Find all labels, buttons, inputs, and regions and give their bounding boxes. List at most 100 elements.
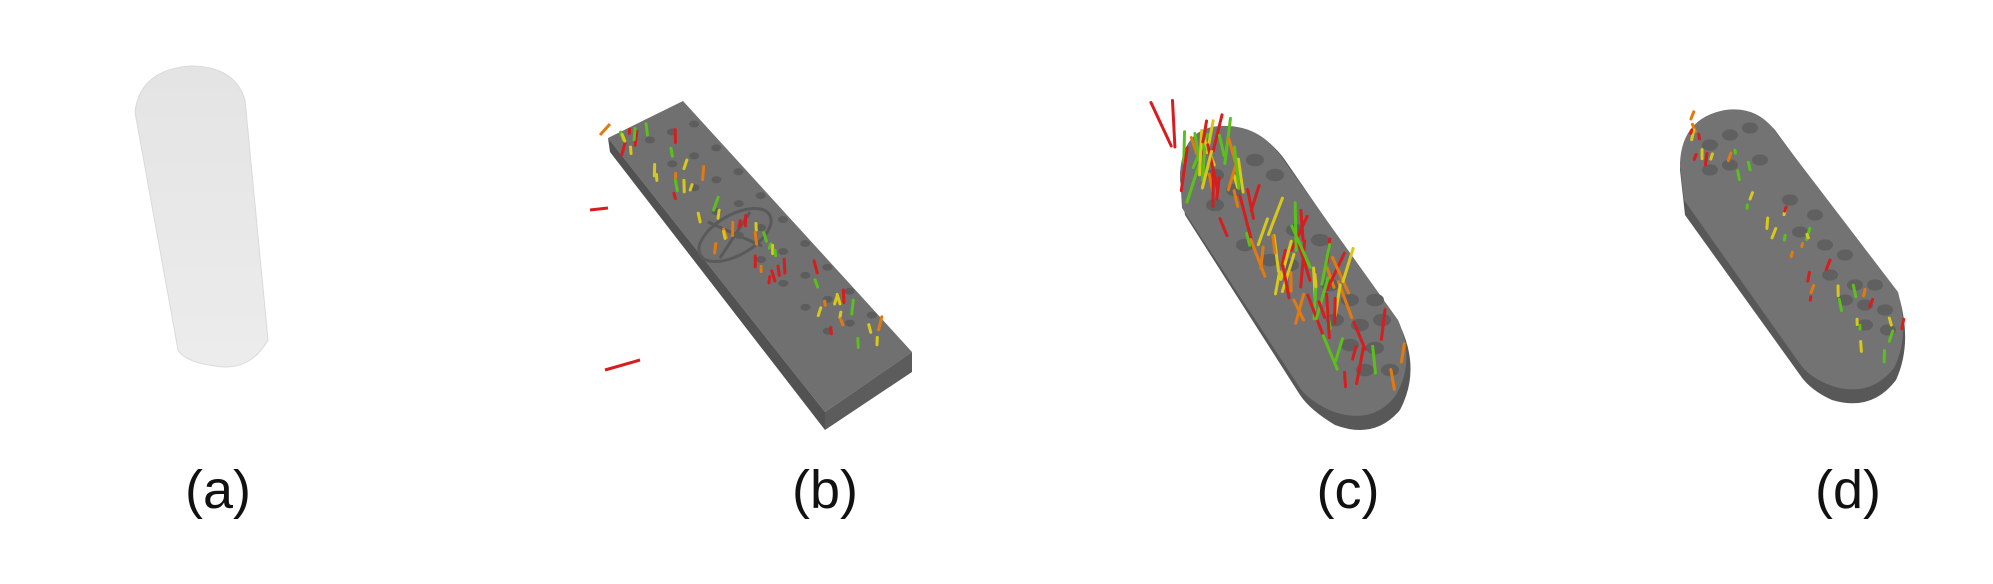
vector-stick [600, 124, 610, 135]
panel-b-label: (b) [745, 458, 905, 522]
vector-stick [1705, 153, 1707, 164]
vector-stick [1711, 154, 1713, 159]
button-dot [800, 240, 810, 247]
button-dot [845, 288, 855, 295]
vector-stick [840, 312, 841, 317]
vector-stick [778, 266, 779, 275]
vector-stick [715, 243, 716, 252]
vector-stick [634, 129, 635, 140]
remote-rounded-figure-c [1120, 0, 1440, 460]
panel-a-label: (a) [138, 458, 298, 522]
vector-stick [1864, 290, 1866, 296]
button-dot [778, 216, 788, 223]
vector-stick [631, 147, 632, 153]
vector-stick [1785, 207, 1786, 211]
button-dot [801, 304, 811, 311]
panel-c-label: (c) [1268, 458, 1428, 522]
vector-stick [843, 290, 844, 303]
vector-stick [1151, 103, 1171, 146]
vector-stick [1802, 244, 1803, 247]
button-dot [734, 200, 744, 207]
button-dot [1702, 164, 1718, 175]
vector-stick [831, 328, 832, 334]
vector-stick [1808, 272, 1810, 281]
vector-stick [703, 167, 704, 180]
vector-stick [1172, 100, 1174, 147]
button-dot [1722, 159, 1738, 170]
button-dot [1366, 294, 1384, 307]
button-dot [778, 248, 788, 255]
button-dot [1266, 169, 1284, 182]
button-dot [711, 144, 721, 151]
vector-stick [671, 148, 672, 156]
vector-stick [1791, 252, 1792, 256]
button-dot [1246, 154, 1264, 167]
vector-stick [1691, 130, 1692, 133]
button-dot [1867, 279, 1883, 290]
vector-stick [675, 180, 677, 191]
vector-stick [690, 185, 692, 190]
vector-stick [775, 250, 776, 255]
panel-a: (a) [100, 0, 320, 584]
panel-c: (c) [1120, 0, 1440, 584]
button-dot [1782, 194, 1798, 205]
button-dot [756, 192, 766, 199]
button-dot [1702, 139, 1718, 150]
button-dot [1837, 249, 1853, 260]
vector-stick [605, 360, 640, 370]
panel-b: (b) [580, 0, 940, 584]
button-dot [1311, 234, 1329, 247]
button-dot [645, 137, 655, 144]
button-dot [756, 256, 766, 263]
vector-stick [784, 259, 785, 273]
button-dot [1742, 122, 1758, 133]
cylinder-figure [100, 0, 320, 400]
vector-stick [739, 221, 740, 227]
vector-stick [1735, 150, 1736, 153]
vector-stick [1767, 218, 1768, 228]
vector-stick [1902, 319, 1904, 329]
button-dot [1752, 154, 1768, 165]
button-dot [822, 264, 832, 271]
vector-stick [1748, 162, 1750, 169]
button-dot [1822, 269, 1838, 280]
panel-d-label: (d) [1768, 458, 1928, 522]
vector-stick [1807, 234, 1808, 237]
panel-d: (d) [1650, 0, 1970, 584]
button-dot [845, 320, 855, 327]
vector-stick [1699, 134, 1700, 139]
vector-stick [825, 301, 826, 305]
vector-stick [1784, 235, 1785, 240]
vector-stick [1315, 274, 1316, 286]
vector-stick [590, 208, 608, 210]
button-dot [1366, 342, 1384, 355]
vector-stick [646, 124, 647, 135]
vector-stick [840, 319, 842, 325]
vector-stick [1295, 203, 1296, 251]
button-dot [733, 168, 743, 175]
vector-stick [1889, 318, 1891, 325]
button-dot [734, 232, 744, 239]
button-dot [1722, 129, 1738, 140]
vector-stick [755, 233, 756, 245]
vector-stick [1345, 372, 1346, 386]
button-dot [778, 280, 788, 287]
vector-stick [769, 244, 771, 248]
vector-stick [852, 300, 854, 314]
button-dot [689, 121, 699, 128]
remote-rectangular-figure [580, 0, 940, 460]
vector-stick [1691, 112, 1694, 119]
button-dot [711, 176, 721, 183]
vector-stick [1213, 171, 1214, 207]
button-dot [867, 312, 877, 319]
vector-stick [718, 210, 719, 218]
button-dot [800, 272, 810, 279]
vector-stick [769, 277, 770, 283]
vector-stick [724, 231, 725, 238]
button-dot [1807, 209, 1823, 220]
button-dot [667, 160, 677, 167]
vector-stick [869, 325, 871, 333]
vector-stick [1694, 155, 1696, 160]
button-dot [1877, 304, 1893, 315]
vector-stick [674, 193, 675, 198]
